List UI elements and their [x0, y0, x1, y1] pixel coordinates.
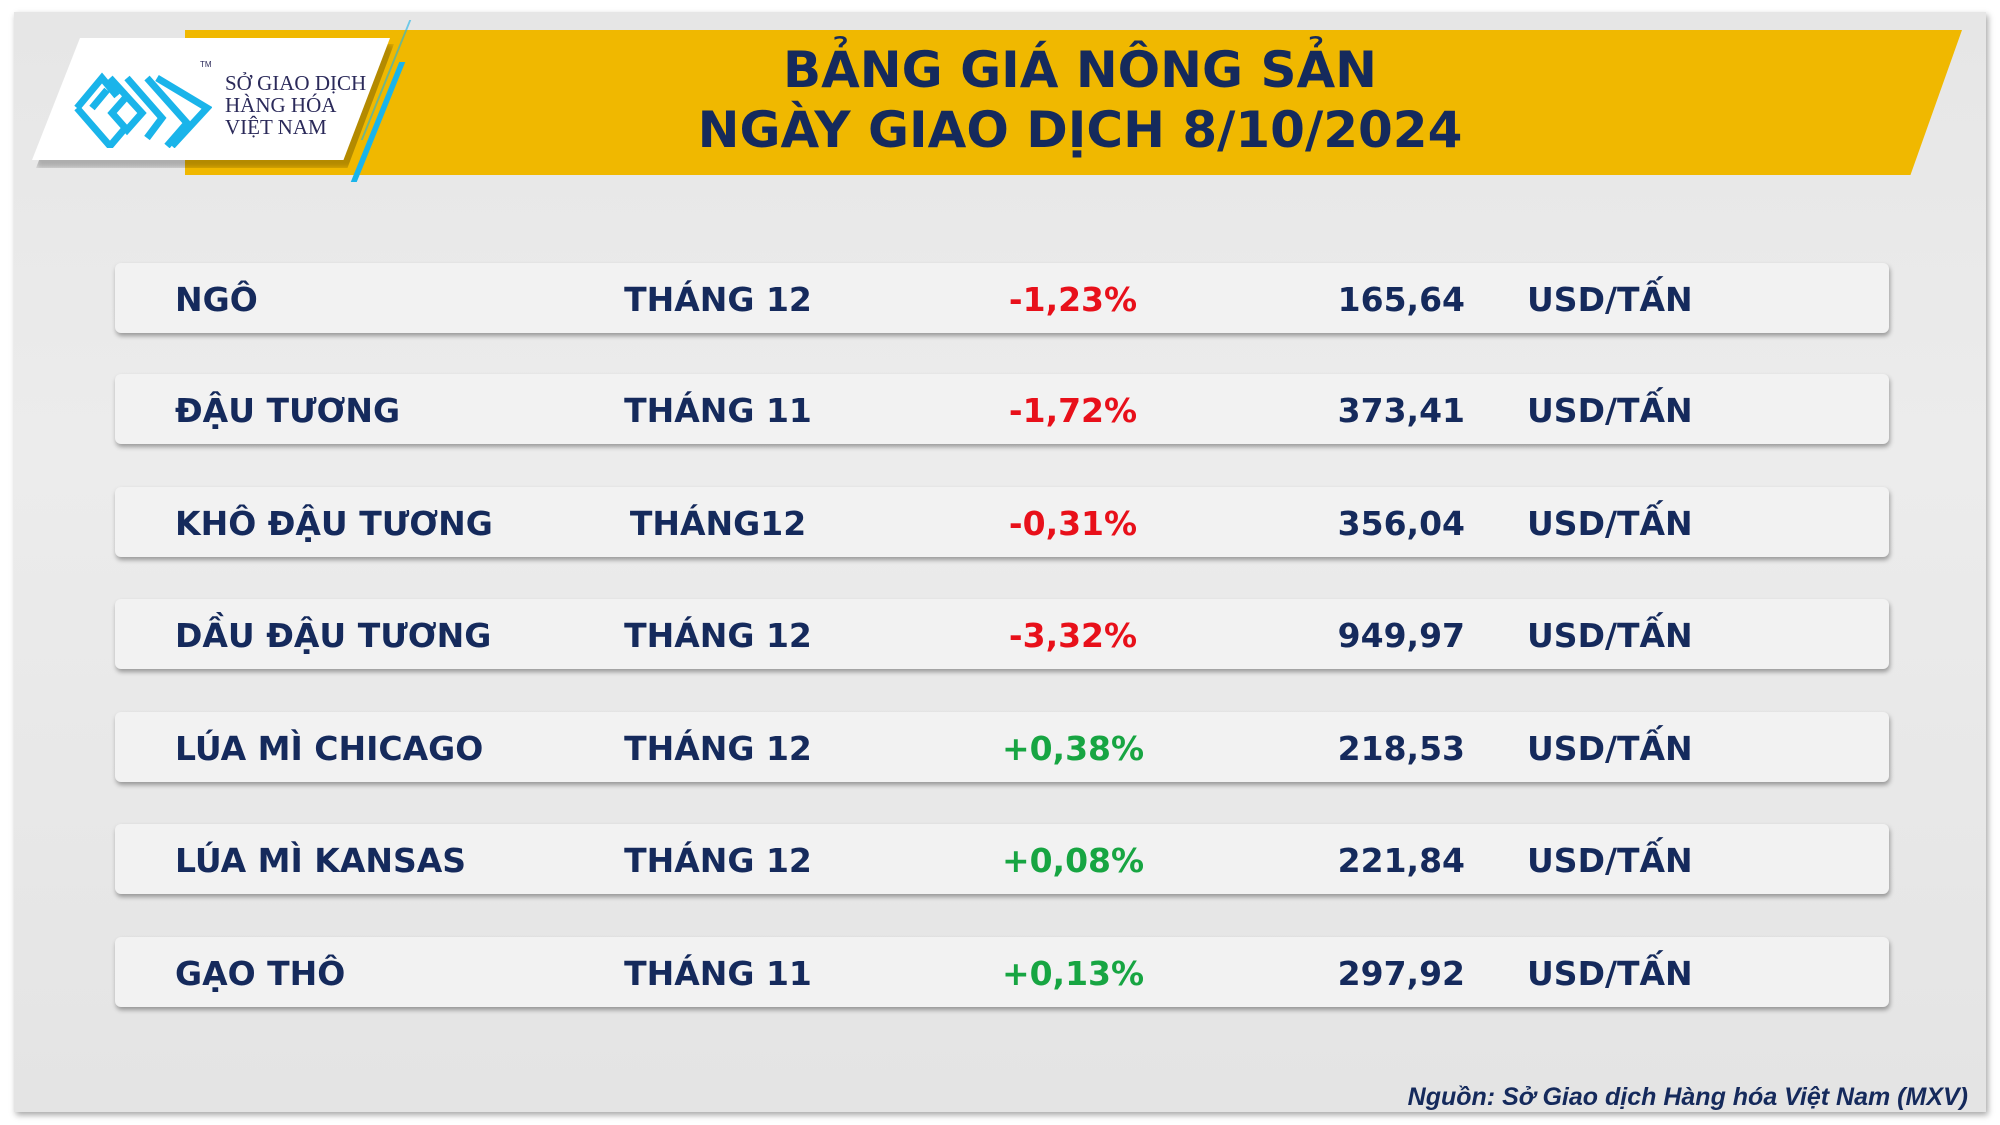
background-panel [14, 12, 1986, 1112]
source-note: Nguồn: Sở Giao dịch Hàng hóa Việt Nam (M… [1407, 1083, 1968, 1111]
price: 373,41 [1337, 391, 1465, 430]
logo-text: SỞ GIAO DỊCH HÀNG HÓA VIỆT NAM [225, 72, 366, 138]
contract-month-text: THÁNG 12 [624, 616, 812, 655]
contract-month-text: THÁNG12 [629, 504, 807, 543]
table-row: DẦU ĐẬU TƯƠNG THÁNG 12 -3,32% 949,97 USD… [115, 599, 1889, 669]
unit: USD/TẤN [1527, 280, 1693, 319]
logo-line-2: HÀNG HÓA [225, 93, 337, 117]
trademark-mark: TM [200, 60, 212, 69]
price: 949,97 [1337, 616, 1465, 655]
unit: USD/TẤN [1527, 504, 1693, 543]
change-percent-text: -3,32% [1008, 616, 1138, 655]
change-percent-text: -1,72% [1008, 391, 1138, 430]
table-row: NGÔ THÁNG 12 -1,23% 165,64 USD/TẤN [115, 263, 1889, 333]
change-percent-text: -0,31% [1008, 504, 1138, 543]
price: 221,84 [1337, 841, 1465, 880]
commodity-name: LÚA MÌ KANSAS [175, 841, 467, 880]
unit: USD/TẤN [1527, 391, 1693, 430]
contract-month-text: THÁNG 12 [624, 280, 812, 319]
price: 297,92 [1337, 954, 1465, 993]
commodity-name: KHÔ ĐẬU TƯƠNG [175, 504, 493, 543]
commodity-name: LÚA MÌ CHICAGO [175, 729, 484, 768]
change-percent-text: -1,23% [1008, 280, 1138, 319]
unit: USD/TẤN [1527, 841, 1693, 880]
price: 218,53 [1337, 729, 1465, 768]
logo-line-3: VIỆT NAM [225, 115, 327, 139]
mxv-logo: TM [32, 38, 390, 160]
price: 356,04 [1337, 504, 1465, 543]
table-row: LÚA MÌ CHICAGO THÁNG 12 +0,38% 218,53 US… [115, 712, 1889, 782]
contract-month-text: THÁNG 11 [624, 391, 812, 430]
page-title: BẢNG GIÁ NÔNG SẢN NGÀY GIAO DỊCH 8/10/20… [560, 40, 1600, 160]
table-row: KHÔ ĐẬU TƯƠNG THÁNG12 -0,31% 356,04 USD/… [115, 487, 1889, 557]
unit: USD/TẤN [1527, 616, 1693, 655]
unit: USD/TẤN [1527, 729, 1693, 768]
change-percent-text: +0,38% [1001, 729, 1145, 768]
unit: USD/TẤN [1527, 954, 1693, 993]
mxv-logo-mark-icon [74, 72, 212, 148]
contract-month-text: THÁNG 12 [624, 841, 812, 880]
commodity-name: NGÔ [175, 280, 258, 319]
commodity-name: ĐẬU TƯƠNG [175, 391, 401, 430]
table-row: LÚA MÌ KANSAS THÁNG 12 +0,08% 221,84 USD… [115, 824, 1889, 894]
table-row: ĐẬU TƯƠNG THÁNG 11 -1,72% 373,41 USD/TẤN [115, 374, 1889, 444]
title-line-2: NGÀY GIAO DỊCH 8/10/2024 [697, 101, 1463, 159]
table-row: GẠO THÔ THÁNG 11 +0,13% 297,92 USD/TẤN [115, 937, 1889, 1007]
title-line-1: BẢNG GIÁ NÔNG SẢN [782, 41, 1378, 99]
change-percent-text: +0,13% [1001, 954, 1145, 993]
title-banner [185, 30, 1962, 175]
contract-month-text: THÁNG 12 [624, 729, 812, 768]
contract-month-text: THÁNG 11 [624, 954, 812, 993]
price: 165,64 [1337, 280, 1465, 319]
change-percent-text: +0,08% [1001, 841, 1145, 880]
commodity-name: GẠO THÔ [175, 954, 346, 993]
logo-line-1: SỞ GIAO DỊCH [225, 71, 367, 95]
commodity-name: DẦU ĐẬU TƯƠNG [175, 616, 492, 655]
